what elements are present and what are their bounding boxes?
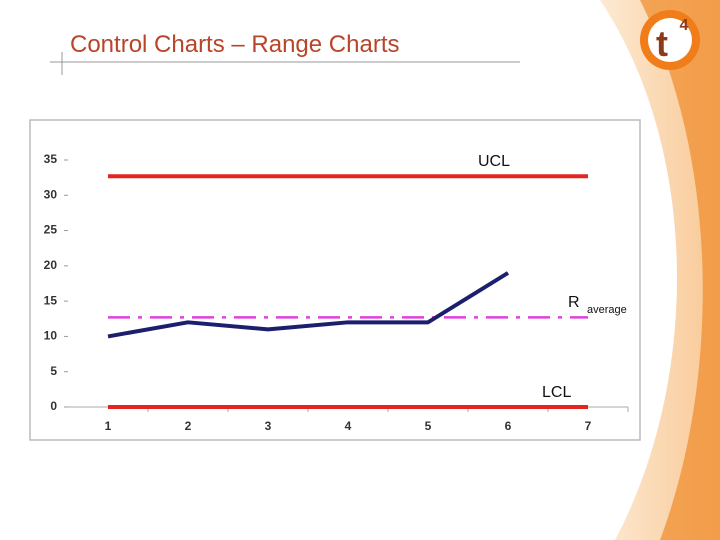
slide-title: Control Charts – Range Charts [70, 31, 399, 58]
y-tick-label: 5 [50, 364, 57, 378]
y-tick-label: 0 [50, 399, 57, 413]
y-tick-label: 15 [44, 293, 58, 307]
logo-ring [648, 18, 692, 62]
series-label: R [568, 294, 580, 311]
y-tick-label: 20 [44, 258, 58, 272]
x-tick-label: 6 [505, 419, 512, 433]
y-tick-label: 30 [44, 187, 58, 201]
chart-frame [29, 119, 641, 441]
series-line [107, 271, 510, 339]
y-tick-label: 10 [44, 329, 58, 343]
swoosh [640, 0, 720, 540]
series-label: LCL [542, 384, 571, 401]
x-tick-label: 1 [105, 419, 112, 433]
series-label: UCL [478, 153, 510, 170]
x-tick-label: 2 [185, 419, 192, 433]
y-tick-label: 25 [44, 223, 58, 237]
logo-superscript: 4 [680, 17, 689, 34]
x-tick-label: 4 [345, 419, 352, 433]
logo-letter: t [656, 23, 668, 64]
x-tick-label: 3 [265, 419, 272, 433]
x-tick-label: 7 [585, 419, 592, 433]
y-tick-label: 35 [44, 152, 58, 166]
series-label-sub: average [587, 304, 627, 316]
x-tick-label: 5 [425, 419, 432, 433]
